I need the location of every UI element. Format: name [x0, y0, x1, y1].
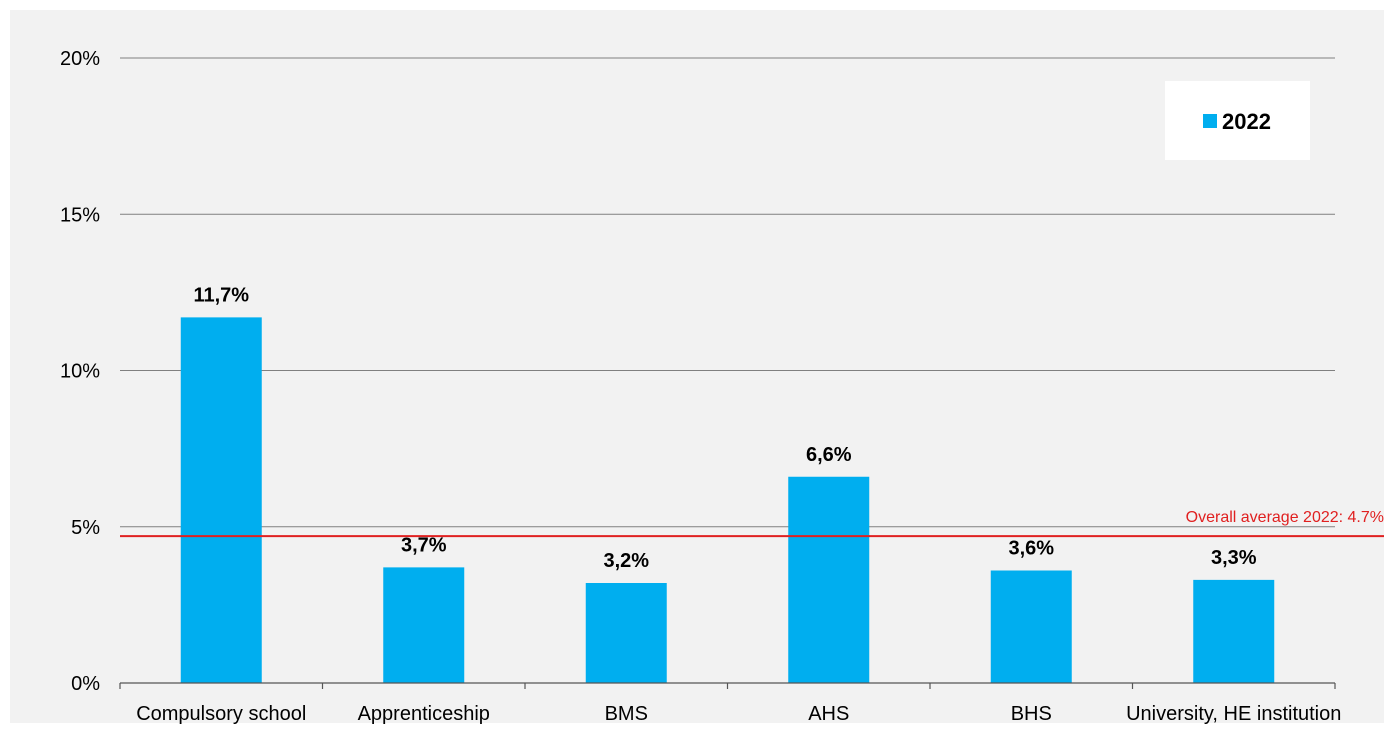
data-label: 11,7% [193, 284, 249, 306]
data-label: 3,2% [603, 550, 649, 572]
x-category-label: Apprenticeship [358, 703, 490, 725]
data-label: 3,6% [1008, 538, 1054, 560]
legend-swatch [1203, 114, 1217, 128]
x-category-label: BMS [605, 703, 648, 725]
data-label: 3,3% [1211, 547, 1257, 569]
gridlines [120, 57, 1335, 528]
bar [383, 567, 465, 683]
x-axis: Compulsory school Apprenticeship BMS AHS BHS… [119, 682, 1341, 725]
bar [990, 570, 1072, 683]
bar [585, 583, 667, 683]
y-axis-ticks: 0% 5% 10% 15% 20% [60, 48, 100, 695]
x-category-label: AHS [808, 703, 849, 725]
bar [1193, 579, 1275, 683]
bar [788, 476, 870, 683]
legend: 2022 [1165, 81, 1310, 160]
x-category-label: University, HE institution [1126, 703, 1341, 725]
data-label: 3,7% [401, 534, 447, 556]
bars [180, 317, 1275, 683]
legend-label: 2022 [1222, 109, 1271, 134]
data-labels: 11,7% 3,7% 3,2% 6,6% 3,6% 3,3% [193, 284, 1256, 572]
legend-box [1165, 81, 1310, 160]
y-tick-label: 15% [60, 204, 100, 226]
y-tick-label: 0% [71, 673, 100, 695]
x-category-label: BHS [1011, 703, 1052, 725]
y-tick-label: 20% [60, 48, 100, 70]
data-label: 6,6% [806, 444, 852, 466]
reference-line-group: Overall average 2022: 4.7% [120, 509, 1384, 538]
y-tick-label: 10% [60, 361, 100, 383]
average-reference-label: Overall average 2022: 4.7% [1186, 509, 1384, 526]
x-category-label: Compulsory school [136, 703, 306, 725]
bar [180, 317, 262, 683]
y-tick-label: 5% [71, 517, 100, 539]
